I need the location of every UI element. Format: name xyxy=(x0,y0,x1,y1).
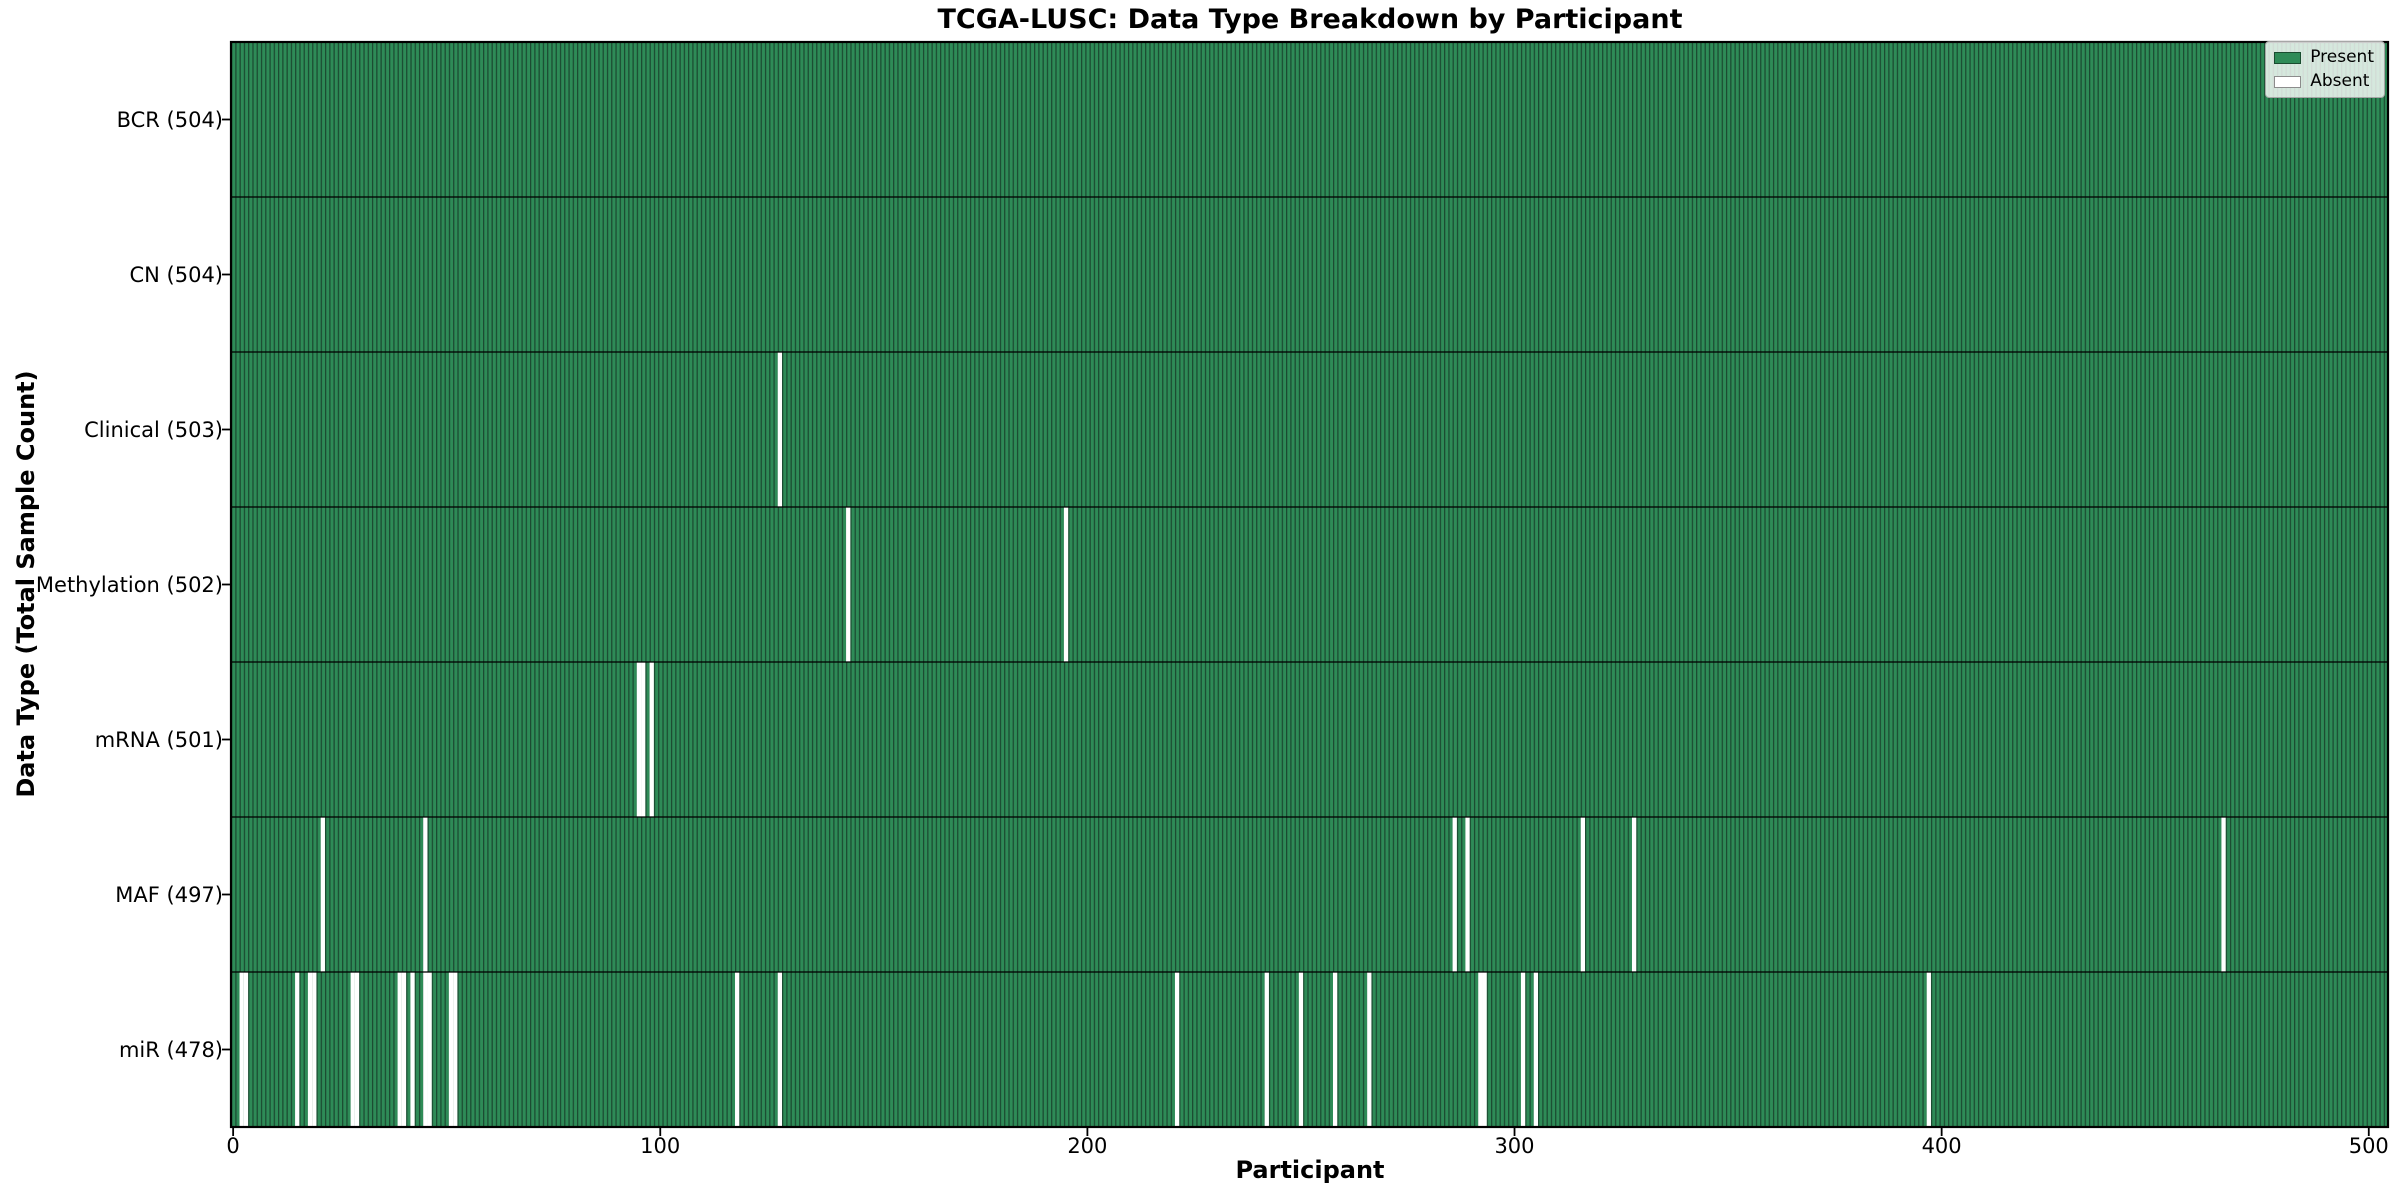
legend-swatch-present-icon xyxy=(2274,51,2302,64)
y-tick-label-methylation: Methylation (502) xyxy=(35,572,223,597)
legend: Present Absent xyxy=(2265,41,2385,98)
y-tick-label-clinical: Clinical (503) xyxy=(84,417,223,442)
x-tick-label-0: 0 xyxy=(226,1134,240,1158)
chart-title: TCGA-LUSC: Data Type Breakdown by Partic… xyxy=(937,4,1683,35)
legend-swatch-absent-icon xyxy=(2274,75,2302,88)
x-tick-label-100: 100 xyxy=(640,1134,681,1158)
legend-label-absent: Absent xyxy=(2310,71,2370,91)
legend-item-absent: Absent xyxy=(2274,73,2374,90)
legend-label-present: Present xyxy=(2310,47,2374,67)
x-axis-label: Participant xyxy=(1235,1156,1385,1184)
y-tick-label-mir: miR (478) xyxy=(118,1037,223,1062)
x-tick-label-200: 200 xyxy=(1067,1134,1108,1158)
y-tick-label-maf: MAF (497) xyxy=(115,882,223,907)
y-tick-label-mrna: mRNA (501) xyxy=(94,727,223,752)
y-tick-label-cn: CN (504) xyxy=(129,262,223,287)
x-tick-label-300: 300 xyxy=(1494,1134,1535,1158)
x-tick-label-400: 400 xyxy=(1921,1134,1962,1158)
x-tick-label-500: 500 xyxy=(2348,1134,2389,1158)
y-tick-label-bcr: BCR (504) xyxy=(116,107,223,132)
legend-item-present: Present xyxy=(2274,49,2374,66)
